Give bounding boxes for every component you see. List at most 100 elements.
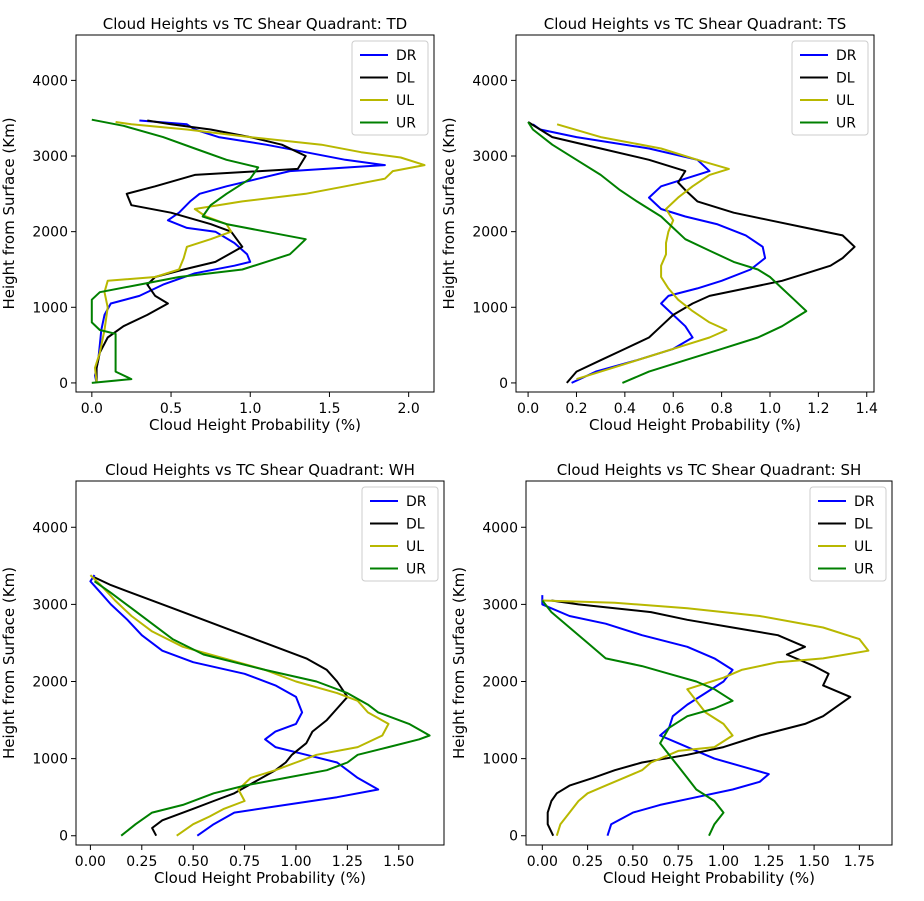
legend-box: [351, 40, 429, 136]
legend-box: [361, 486, 439, 582]
series-line-dl: [95, 119, 307, 383]
x-tick-label: 0.25: [572, 854, 603, 870]
x-tick-label: 0.75: [229, 854, 260, 870]
y-tick-label: 1000: [32, 752, 68, 768]
chart-title: Cloud Heights vs TC Shear Quadrant: SH: [557, 461, 862, 479]
y-tick-label: 2000: [32, 675, 68, 691]
y-tick-label: 1000: [472, 300, 508, 316]
x-axis-label: Cloud Height Probability (%): [589, 416, 801, 434]
legend-label-dl: DL: [406, 517, 425, 533]
series-line-ur: [527, 121, 808, 384]
panel-0: Cloud Heights vs TC Shear Quadrant: TD 0.…: [0, 15, 435, 434]
panel-3: Cloud Heights vs TC Shear Quadrant: SH 0.…: [450, 461, 893, 887]
series-line-ul: [542, 599, 870, 836]
legend-label-ur: UR: [396, 116, 416, 132]
x-tick-label: 0.50: [617, 854, 648, 870]
chart-title: Cloud Heights vs TC Shear Quadrant: TD: [103, 15, 407, 33]
series-line-dl: [94, 576, 349, 837]
x-tick-label: 0.5: [160, 401, 182, 417]
series-line-dr: [94, 119, 386, 384]
x-tick-label: 1.00: [280, 854, 311, 870]
y-axis-label: Height from Surface (Km): [450, 567, 468, 759]
legend-label-dr: DR: [854, 494, 875, 510]
legend-label-ur: UR: [406, 562, 426, 578]
axes-frame: [75, 480, 445, 846]
y-axis-label: Height from Surface (Km): [440, 117, 458, 309]
x-tick-label: 1.5: [318, 401, 340, 417]
legend-label-dr: DR: [406, 494, 427, 510]
y-tick-label: 4000: [482, 520, 518, 536]
x-tick-label: 1.4: [856, 401, 878, 417]
x-tick-label: 1.50: [799, 854, 830, 870]
y-tick-label: 4000: [32, 73, 68, 89]
legend: DR DL UL UR: [791, 40, 869, 136]
x-axis-label: Cloud Height Probability (%): [149, 416, 361, 434]
legend-label-dl: DL: [836, 71, 855, 87]
panel-2: Cloud Heights vs TC Shear Quadrant: WH 0.…: [0, 461, 445, 887]
x-tick-label: 0.6: [662, 401, 684, 417]
x-tick-label: 0.00: [75, 854, 106, 870]
x-axis-label: Cloud Height Probability (%): [154, 869, 366, 887]
series-line-dl: [546, 599, 852, 837]
axes-frame: [515, 34, 875, 393]
series-line-ur: [90, 118, 307, 384]
x-tick-label: 0.75: [663, 854, 694, 870]
axes-frame: [525, 480, 893, 846]
legend-label-dl: DL: [854, 517, 873, 533]
x-tick-label: 0.50: [178, 854, 209, 870]
x-tick-label: 0.8: [710, 401, 732, 417]
legend-label-ul: UL: [396, 93, 414, 109]
x-tick-label: 0.00: [527, 854, 558, 870]
y-axis-label: Height from Surface (Km): [0, 567, 18, 759]
x-tick-label: 1.75: [844, 854, 875, 870]
y-tick-label: 4000: [32, 520, 68, 536]
legend-label-ul: UL: [406, 539, 424, 555]
chart-title: Cloud Heights vs TC Shear Quadrant: WH: [105, 461, 415, 479]
y-tick-label: 3000: [472, 149, 508, 165]
x-tick-label: 1.2: [807, 401, 829, 417]
chart-title: Cloud Heights vs TC Shear Quadrant: TS: [544, 15, 846, 33]
x-tick-label: 0.25: [126, 854, 157, 870]
y-tick-label: 3000: [32, 597, 68, 613]
x-tick-label: 0.2: [565, 401, 587, 417]
series-line-ul: [89, 574, 390, 837]
x-tick-label: 1.00: [708, 854, 739, 870]
x-tick-label: 2.0: [398, 401, 420, 417]
x-tick-label: 1.50: [383, 854, 414, 870]
axes-frame: [75, 34, 435, 393]
y-tick-label: 0: [499, 376, 508, 392]
x-tick-label: 1.0: [759, 401, 781, 417]
x-axis-label: Cloud Height Probability (%): [603, 869, 815, 887]
series-line-dr: [89, 574, 380, 837]
legend-label-ul: UL: [854, 539, 872, 555]
panel-1: Cloud Heights vs TC Shear Quadrant: TS 0.…: [440, 15, 878, 434]
legend-label-ur: UR: [854, 562, 874, 578]
legend-label-dl: DL: [396, 71, 415, 87]
series-line-dl: [527, 121, 856, 384]
series-line-ul: [556, 123, 730, 381]
legend-label-dr: DR: [836, 48, 857, 64]
x-tick-label: 0.0: [81, 401, 103, 417]
y-tick-label: 2000: [482, 675, 518, 691]
y-tick-label: 4000: [472, 73, 508, 89]
series-line-ur: [93, 580, 431, 837]
legend: DR DL UL UR: [809, 486, 887, 582]
legend-label-dr: DR: [396, 48, 417, 64]
legend: DR DL UL UR: [361, 486, 439, 582]
y-tick-label: 2000: [472, 225, 508, 241]
legend-box: [791, 40, 869, 136]
x-tick-label: 0.0: [517, 401, 539, 417]
y-tick-label: 2000: [32, 225, 68, 241]
legend-box: [809, 486, 887, 582]
y-tick-label: 0: [509, 829, 518, 845]
series-line-dr: [532, 123, 767, 384]
x-tick-label: 1.25: [753, 854, 784, 870]
y-tick-label: 1000: [482, 752, 518, 768]
x-tick-label: 0.4: [614, 401, 636, 417]
x-tick-label: 1.0: [239, 401, 261, 417]
series-line-ur: [541, 599, 734, 837]
y-tick-label: 3000: [482, 597, 518, 613]
legend-label-ur: UR: [836, 116, 856, 132]
series-line-ul: [94, 121, 426, 384]
